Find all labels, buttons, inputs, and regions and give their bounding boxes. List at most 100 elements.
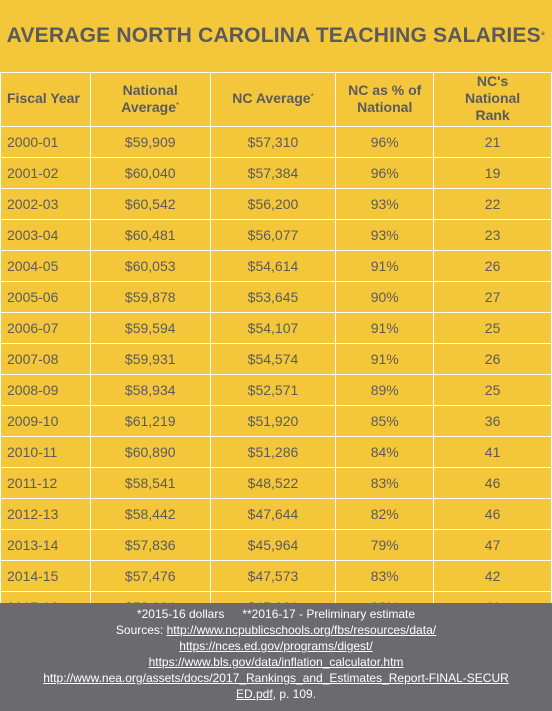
title-footnote-mark: *: [540, 30, 546, 42]
cell-national-average: $58,442: [89, 498, 211, 530]
cell-nc-percent: 89%: [335, 374, 435, 406]
cell-nc-average-value: $45,964: [247, 537, 299, 553]
cell-fiscal-year-value: 2000-01: [7, 134, 59, 150]
cell-national-average: $60,481: [89, 219, 211, 251]
cell-nc-rank-value: 22: [484, 196, 501, 212]
header-fiscal-year-label: Fiscal Year: [7, 90, 80, 106]
table-row: 2002-03 $60,542 $56,200 93% 22: [0, 188, 552, 220]
cell-nc-percent: 82%: [335, 498, 435, 530]
cell-nc-percent-value: 90%: [370, 289, 399, 305]
header-nc-rank-label: NC's National Rank: [464, 73, 521, 123]
cell-nc-rank-value: 19: [484, 165, 501, 181]
header-national-average-mark: *: [176, 100, 180, 110]
cell-fiscal-year-value: 2004-05: [7, 258, 59, 274]
cell-nc-percent: 84%: [335, 436, 435, 468]
cell-national-average-value: $57,836: [124, 537, 176, 553]
cell-nc-rank-value: 25: [484, 382, 501, 398]
source-line-3: https://www.bls.gov/data/inflation_calcu…: [0, 654, 552, 670]
cell-nc-percent: 91%: [335, 343, 435, 375]
cell-nc-percent-value: 91%: [370, 351, 399, 367]
cell-fiscal-year-value: 2005-06: [7, 289, 59, 305]
cell-national-average-value: $58,934: [124, 382, 176, 398]
cell-nc-average: $54,574: [209, 343, 337, 375]
cell-nc-percent-value: 93%: [370, 196, 399, 212]
cell-national-average-value: $57,476: [124, 568, 176, 584]
table-row: 2012-13 $58,442 $47,644 82% 46: [0, 498, 552, 530]
cell-fiscal-year-value: 2006-07: [7, 320, 59, 336]
source-line-4: http://www.nea.org/assets/docs/2017_Rank…: [0, 670, 552, 702]
cell-national-average: $58,541: [89, 467, 211, 499]
cell-nc-percent-value: 93%: [370, 227, 399, 243]
cell-nc-average: $52,571: [209, 374, 337, 406]
cell-nc-rank: 26: [433, 250, 552, 282]
cell-fiscal-year-value: 2003-04: [7, 227, 59, 243]
table-row: 2005-06 $59,878 $53,645 90% 27: [0, 281, 552, 313]
cell-fiscal-year: 2014-15: [0, 560, 91, 592]
table-row: 2007-08 $59,931 $54,574 91% 26: [0, 343, 552, 375]
source-link-nces[interactable]: https://nces.ed.gov/programs/digest/: [179, 639, 373, 653]
source-link-nea[interactable]: http://www.nea.org/assets/docs/2017_Rank…: [43, 671, 509, 701]
cell-nc-average: $56,200: [209, 188, 337, 220]
cell-national-average: $58,934: [89, 374, 211, 406]
cell-national-average-value: $58,541: [124, 475, 176, 491]
cell-national-average-value: $59,878: [124, 289, 176, 305]
cell-national-average-value: $59,594: [124, 320, 176, 336]
cell-national-average: $59,594: [89, 312, 211, 344]
cell-national-average: $57,476: [89, 560, 211, 592]
cell-nc-percent: 96%: [335, 157, 435, 189]
cell-national-average: $59,909: [89, 126, 211, 158]
cell-nc-average-value: $56,200: [247, 196, 299, 212]
cell-fiscal-year: 2009-10: [0, 405, 91, 437]
cell-nc-average-value: $56,077: [247, 227, 299, 243]
cell-nc-percent: 85%: [335, 405, 435, 437]
cell-nc-average-value: $54,574: [247, 351, 299, 367]
cell-nc-rank: 36: [433, 405, 552, 437]
cell-nc-rank: 47: [433, 529, 552, 561]
header-nc-percent-label: NC as % of National: [348, 81, 422, 115]
cell-nc-percent: 93%: [335, 219, 435, 251]
cell-national-average: $59,878: [89, 281, 211, 313]
cell-nc-average-value: $47,573: [247, 568, 299, 584]
cell-fiscal-year-value: 2001-02: [7, 165, 59, 181]
cell-national-average-value: $60,481: [124, 227, 176, 243]
cell-fiscal-year-value: 2012-13: [7, 506, 59, 522]
cell-fiscal-year: 2001-02: [0, 157, 91, 189]
cell-nc-rank-value: 46: [484, 506, 501, 522]
cell-nc-average: $56,077: [209, 219, 337, 251]
cell-national-average-value: $58,442: [124, 506, 176, 522]
cell-nc-average: $47,644: [209, 498, 337, 530]
cell-national-average-value: $60,053: [124, 258, 176, 274]
header-nc-percent: NC as % of National: [335, 72, 435, 127]
table-row: 2011-12 $58,541 $48,522 83% 46: [0, 467, 552, 499]
source-link-ncpublicschools[interactable]: http://www.ncpublicschools.org/fbs/resou…: [166, 623, 437, 637]
cell-nc-rank: 22: [433, 188, 552, 220]
cell-fiscal-year: 2010-11: [0, 436, 91, 468]
cell-nc-percent-value: 82%: [370, 506, 399, 522]
cell-fiscal-year-value: 2010-11: [7, 444, 58, 460]
cell-fiscal-year-value: 2011-12: [7, 475, 58, 491]
footnotes: *2015-16 dollars **2016-17 - Preliminary …: [0, 603, 552, 711]
cell-nc-average: $48,522: [209, 467, 337, 499]
cell-nc-percent: 90%: [335, 281, 435, 313]
cell-fiscal-year: 2013-14: [0, 529, 91, 561]
cell-national-average: $60,040: [89, 157, 211, 189]
table-title: AVERAGE NORTH CAROLINA TEACHING SALARIES…: [0, 0, 552, 72]
salary-table: Fiscal Year National Average* NC Average* N…: [0, 72, 552, 654]
header-nc-rank: NC's National Rank: [433, 72, 552, 127]
cell-fiscal-year: 2008-09: [0, 374, 91, 406]
table-row: 2010-11 $60,890 $51,286 84% 41: [0, 436, 552, 468]
cell-nc-rank-value: 36: [484, 413, 501, 429]
cell-nc-rank: 41: [433, 436, 552, 468]
cell-nc-average-value: $53,645: [247, 289, 299, 305]
cell-nc-rank: 21: [433, 126, 552, 158]
cell-nc-average-value: $54,614: [247, 258, 299, 274]
cell-nc-percent: 83%: [335, 467, 435, 499]
cell-nc-rank-value: 42: [484, 568, 501, 584]
cell-nc-average-value: $47,644: [247, 506, 299, 522]
cell-fiscal-year-value: 2002-03: [7, 196, 59, 212]
cell-nc-rank-value: 26: [484, 258, 501, 274]
table-row: 2001-02 $60,040 $57,384 96% 19: [0, 157, 552, 189]
source-link-bls[interactable]: https://www.bls.gov/data/inflation_calcu…: [148, 655, 404, 669]
cell-nc-percent: 96%: [335, 126, 435, 158]
